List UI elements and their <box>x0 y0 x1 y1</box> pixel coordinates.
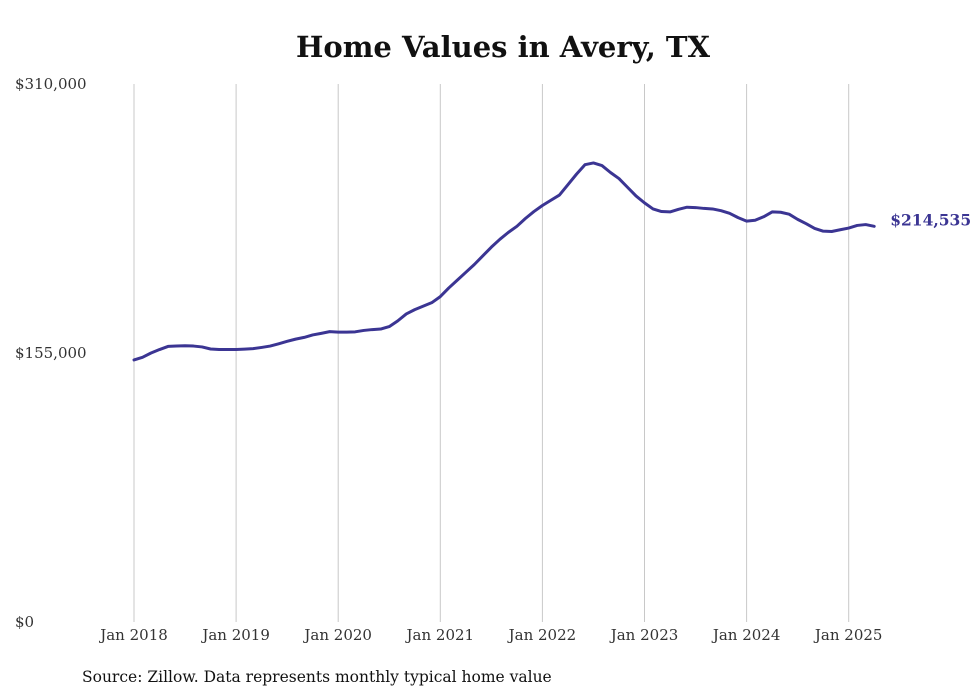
series-layer <box>132 161 876 362</box>
y-tick-label: $155,000 <box>15 344 87 362</box>
x-tick-label: Jan 2023 <box>609 626 679 644</box>
y-tick-label: $0 <box>15 613 34 631</box>
x-tick-label: Jan 2025 <box>813 626 883 644</box>
chart-title: Home Values in Avery, TX <box>295 30 711 64</box>
x-tick-label: Jan 2024 <box>711 626 781 644</box>
gridlines <box>133 84 850 622</box>
source-note: Source: Zillow. Data represents monthly … <box>82 668 552 686</box>
x-axis-ticks: Jan 2018 Jan 2019 Jan 2020 Jan 2021 Jan 2022… <box>98 626 882 644</box>
end-value-label: $214,535 <box>890 210 971 229</box>
x-tick-label: Jan 2020 <box>302 626 372 644</box>
x-tick-label: Jan 2022 <box>507 626 577 644</box>
series-line <box>132 161 876 362</box>
end-label-layer: $214,535 <box>890 210 971 229</box>
y-axis-ticks: $0 $155,000 $310,000 <box>15 75 87 631</box>
x-tick-label: Jan 2019 <box>200 626 270 644</box>
x-tick-label: Jan 2021 <box>405 626 475 644</box>
x-tick-label: Jan 2018 <box>98 626 168 644</box>
y-tick-label: $310,000 <box>15 75 87 93</box>
